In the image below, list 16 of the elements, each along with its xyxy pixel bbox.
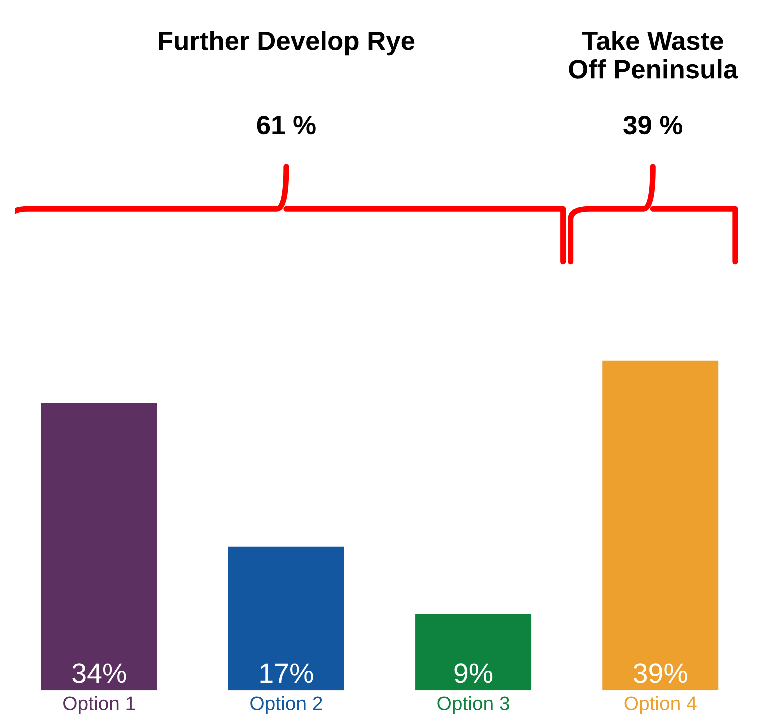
- x-tick-label: Option 4: [624, 696, 697, 714]
- bar: [228, 546, 344, 691]
- x-tick-label: Option 3: [438, 696, 510, 714]
- bar: [416, 614, 532, 691]
- data-label: 9%: [454, 664, 493, 684]
- data-label: 17%: [260, 664, 314, 684]
- x-tick-label: Option 2: [250, 696, 322, 714]
- data-label: 34%: [72, 664, 126, 684]
- text: 39 %: [624, 116, 683, 135]
- text: 61 %: [257, 116, 316, 135]
- text: Further Develop Rye: [159, 31, 415, 56]
- bar: [602, 360, 719, 691]
- x-tick-label: Option 1: [64, 696, 136, 714]
- data-label: 39%: [634, 664, 688, 684]
- bar: [41, 403, 158, 691]
- text: Take Waste Off Peninsula: [569, 31, 738, 79]
